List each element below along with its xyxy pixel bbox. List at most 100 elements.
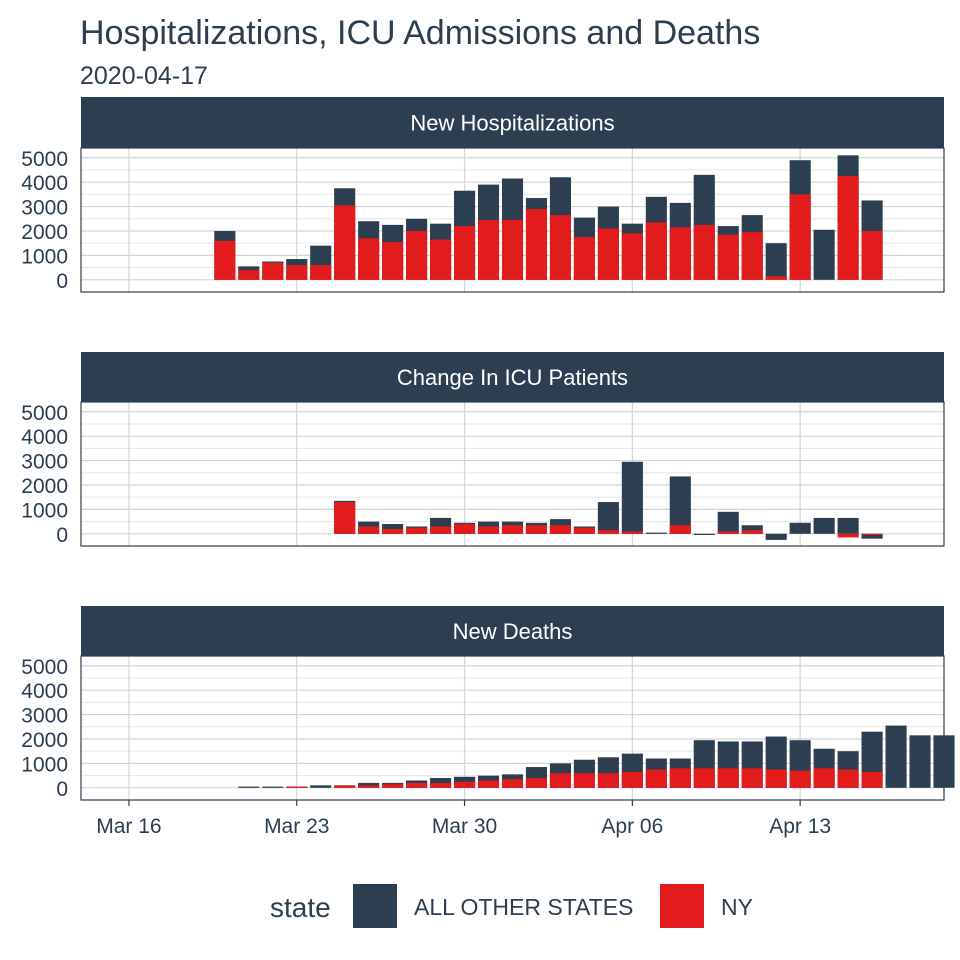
legend-label-other-states: ALL OTHER STATES: [414, 894, 634, 920]
bar-ny: [334, 205, 356, 280]
facet-strip-change-in-icu-patients: [81, 352, 944, 402]
bar-ny: [501, 220, 524, 280]
legend-title: state: [270, 892, 331, 923]
bar-ny: [861, 771, 883, 788]
bar-ny: [741, 232, 763, 280]
legend-swatch-other-states: [353, 884, 397, 928]
bar-other-states: [861, 533, 883, 539]
bar-ny: [358, 238, 380, 280]
bar-ny: [477, 780, 500, 788]
bar-other-states: [813, 229, 835, 280]
bar-ny: [717, 768, 739, 788]
bar-ny: [310, 265, 332, 280]
bar-ny: [454, 524, 476, 534]
bar-ny: [454, 781, 476, 788]
bar-ny: [669, 227, 691, 280]
bar-ny: [358, 526, 380, 534]
chart-title: Hospitalizations, ICU Admissions and Dea…: [80, 14, 761, 52]
facet-strip-new-deaths: [81, 606, 944, 656]
legend: state ALL OTHER STATES NY: [0, 882, 960, 932]
bar-ny: [382, 528, 404, 534]
y-tick-label: 3000: [21, 197, 68, 220]
bar-ny: [765, 769, 787, 788]
y-tick-label: 0: [56, 524, 68, 547]
bar-other-states: [238, 786, 260, 788]
bar-ny: [693, 768, 715, 788]
bar-other-states: [837, 517, 859, 534]
bar-ny: [549, 525, 571, 534]
bar-ny: [621, 771, 643, 788]
bar-other-states: [717, 511, 739, 534]
bar-ny: [597, 228, 619, 280]
bar-ny: [573, 773, 595, 788]
bar-ny: [573, 237, 595, 280]
y-tick-label: 4000: [21, 172, 68, 195]
bar-other-states: [693, 533, 715, 536]
bar-ny: [238, 270, 260, 280]
panel-border: [80, 401, 945, 547]
bar-ny: [621, 531, 643, 534]
bar-other-states: [669, 476, 691, 534]
facet-strip-new-hospitalizations: [81, 97, 944, 148]
bar-other-states: [597, 502, 619, 534]
bar-ny: [358, 785, 380, 788]
bar-ny: [765, 276, 787, 280]
bar-ny: [549, 215, 571, 280]
panel-border: [80, 147, 945, 293]
bar-ny: [813, 768, 835, 788]
bar-ny: [645, 769, 667, 788]
y-tick-label: 0: [56, 270, 68, 293]
x-tick-label: Apr 13: [769, 815, 831, 838]
x-tick-label: Apr 06: [601, 815, 663, 838]
bar-other-states: [765, 243, 787, 280]
y-tick-label: 5000: [21, 402, 68, 425]
bar-other-states: [262, 786, 284, 788]
bar-ny: [789, 194, 811, 280]
bar-ny: [861, 230, 883, 280]
facet-title-new-hospitalizations: New Hospitalizations: [410, 111, 614, 136]
bar-ny: [717, 531, 739, 534]
y-tick-label: 4000: [21, 680, 68, 703]
x-tick-label: Mar 16: [96, 815, 161, 838]
bar-other-states: [813, 517, 835, 534]
bar-ny: [454, 226, 476, 280]
bar-other-states: [430, 778, 452, 788]
bar-ny: [262, 262, 284, 280]
bar-ny: [406, 527, 428, 534]
bar-other-states: [885, 725, 907, 788]
bar-ny: [597, 773, 619, 788]
bar-other-states: [765, 533, 787, 540]
bar-ny: [669, 768, 691, 788]
bar-ny: [837, 176, 859, 280]
bar-ny: [693, 224, 715, 280]
y-tick-label: 2000: [21, 729, 68, 752]
bar-ny: [621, 233, 643, 280]
bar-other-states: [909, 735, 931, 788]
bar-ny: [837, 533, 859, 538]
bar-ny: [597, 530, 619, 534]
facet-title-new-deaths: New Deaths: [453, 619, 573, 644]
bar-ny: [741, 768, 763, 788]
bar-ny: [645, 222, 667, 280]
bar-ny: [430, 782, 452, 788]
y-tick-label: 2000: [21, 221, 68, 244]
bar-ny: [501, 779, 524, 788]
bar-ny: [477, 220, 500, 280]
bar-ny: [573, 527, 595, 534]
bar-other-states: [741, 525, 763, 534]
y-tick-label: 3000: [21, 451, 68, 474]
bar-ny: [525, 778, 548, 788]
bar-ny: [501, 525, 524, 534]
bar-ny: [741, 530, 763, 534]
legend-swatch-ny: [660, 884, 704, 928]
y-tick-label: 0: [56, 778, 68, 801]
bar-ny: [477, 526, 500, 534]
bar-other-states: [789, 522, 811, 534]
bar-ny: [430, 526, 452, 534]
y-tick-label: 1000: [21, 245, 68, 268]
bar-other-states: [310, 785, 332, 788]
facet-title-change-in-icu-patients: Change In ICU Patients: [397, 365, 628, 390]
bar-ny: [406, 230, 428, 280]
bar-ny: [286, 786, 308, 788]
bar-ny: [549, 773, 571, 788]
